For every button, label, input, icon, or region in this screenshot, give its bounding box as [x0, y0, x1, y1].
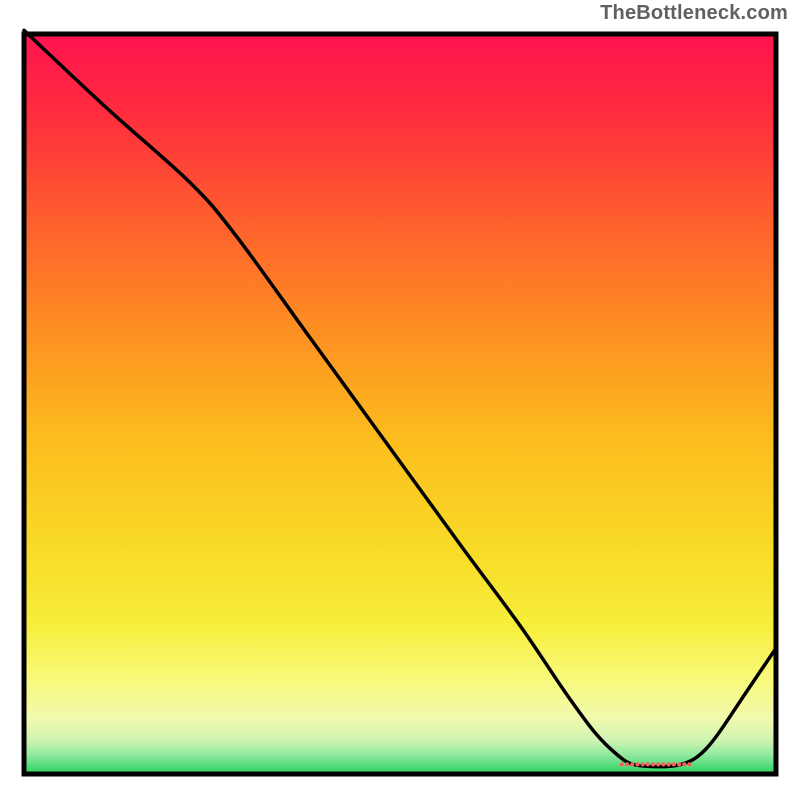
chart-area — [18, 28, 782, 780]
chart-container: TheBottleneck.com — [0, 0, 800, 800]
watermark-text: TheBottleneck.com — [600, 2, 788, 25]
plot-background — [24, 34, 776, 774]
chart-svg — [18, 28, 782, 780]
